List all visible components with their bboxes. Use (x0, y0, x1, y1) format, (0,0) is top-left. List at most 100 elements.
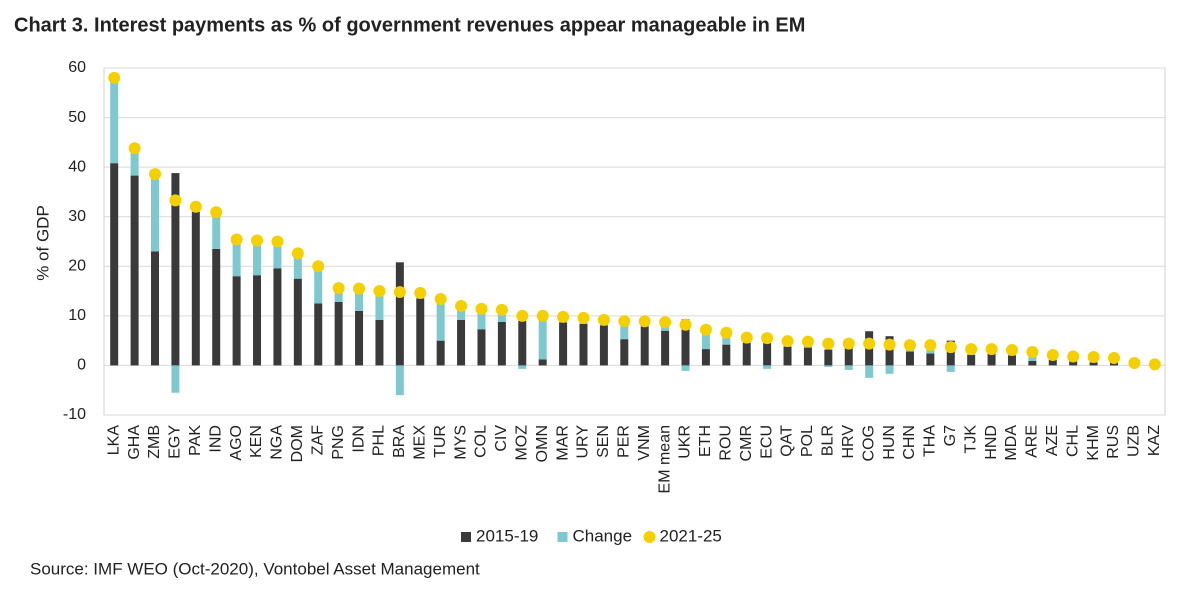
dot (108, 71, 121, 84)
x-tick-label: THA (922, 425, 939, 457)
bar (191, 211, 200, 366)
dot (434, 293, 447, 306)
x-tick-label: EGY (167, 425, 184, 459)
dot (495, 303, 508, 316)
bar (599, 325, 608, 366)
bar (885, 336, 894, 366)
bar (701, 349, 710, 366)
dot (618, 315, 631, 328)
dot (679, 318, 692, 331)
bar (110, 163, 119, 366)
dot (189, 200, 202, 213)
legend-label: Change (573, 526, 633, 545)
x-tick-label: POL (799, 425, 816, 457)
dot (965, 343, 978, 356)
bar (559, 322, 568, 366)
bar (457, 305, 466, 320)
bar (763, 343, 772, 366)
bar (375, 319, 384, 366)
bar (395, 365, 404, 396)
dot (1148, 358, 1161, 371)
x-tick-label: G7 (942, 425, 959, 446)
x-tick-label: PER (616, 425, 633, 458)
bar (273, 241, 282, 269)
x-tick-label: MAR (554, 425, 571, 461)
x-tick-label: PHL (371, 425, 388, 456)
x-tick-label: UZB (1126, 425, 1143, 457)
bar (355, 288, 364, 311)
x-tick-label: URY (575, 425, 592, 459)
bar (110, 77, 119, 164)
chart-title: Chart 3. Interest payments as % of gover… (14, 14, 805, 36)
bar (926, 353, 935, 366)
y-tick-label: 0 (77, 357, 86, 374)
legend-swatch (643, 531, 656, 543)
dot (353, 282, 366, 295)
bar (212, 212, 221, 249)
legend-label: 2015-19 (476, 526, 538, 545)
bar (334, 288, 343, 302)
x-tick-label: KAZ (1146, 425, 1163, 456)
x-tick-label: GHA (126, 425, 143, 460)
x-tick-label: RUS (1105, 425, 1122, 459)
bar (171, 173, 180, 366)
x-tick-label: CIV (493, 425, 510, 452)
x-tick-label: ZMB (146, 425, 163, 459)
dot (1046, 349, 1059, 362)
bar (681, 319, 690, 366)
bar (171, 365, 180, 393)
dot (1026, 346, 1039, 359)
bar (803, 347, 812, 366)
bar (232, 276, 241, 366)
dot (128, 142, 141, 155)
x-tick-label: VNM (636, 425, 653, 461)
bar (1007, 355, 1016, 366)
dot (332, 282, 345, 295)
bar (640, 326, 649, 366)
bar (314, 266, 323, 304)
x-tick-label: LKA (105, 425, 122, 456)
bar (497, 321, 506, 366)
x-tick-label: ETH (697, 425, 714, 457)
bar (1089, 362, 1098, 366)
bar (742, 342, 751, 366)
y-tick-label: 60 (68, 59, 86, 76)
dot (291, 247, 304, 260)
bar (967, 355, 976, 366)
x-tick-label: IDN (350, 425, 367, 453)
dot (577, 311, 590, 324)
dot (740, 331, 753, 344)
dot (659, 316, 672, 329)
bar (314, 303, 323, 366)
bar (151, 251, 160, 366)
bar (1048, 359, 1057, 366)
y-tick-label: 20 (68, 258, 86, 275)
bar (477, 308, 486, 330)
x-tick-label: TUR (432, 425, 449, 458)
bar (395, 262, 404, 366)
bar (661, 330, 670, 366)
x-tick-label: DOM (289, 425, 306, 462)
x-tick-label: BLR (820, 425, 837, 456)
dot (230, 233, 243, 246)
bar (824, 349, 833, 366)
x-tick-label: HND (983, 425, 1000, 460)
x-tick-label: MDA (1003, 425, 1020, 461)
bar (538, 359, 547, 366)
dot (801, 335, 814, 348)
bar (436, 299, 445, 341)
bar (375, 291, 384, 320)
dot (516, 309, 529, 322)
x-tick-label: NGA (269, 425, 286, 460)
dot (536, 309, 549, 322)
x-tick-label: AZE (1044, 425, 1061, 456)
x-tick-label: SEN (595, 425, 612, 458)
y-tick-label: -10 (63, 406, 86, 423)
bar (355, 310, 364, 366)
dot (720, 326, 733, 339)
dot (781, 335, 794, 348)
bar (436, 340, 445, 366)
legend-label: 2021-25 (660, 526, 722, 545)
x-tick-label: BRA (391, 425, 408, 458)
dot (985, 343, 998, 356)
